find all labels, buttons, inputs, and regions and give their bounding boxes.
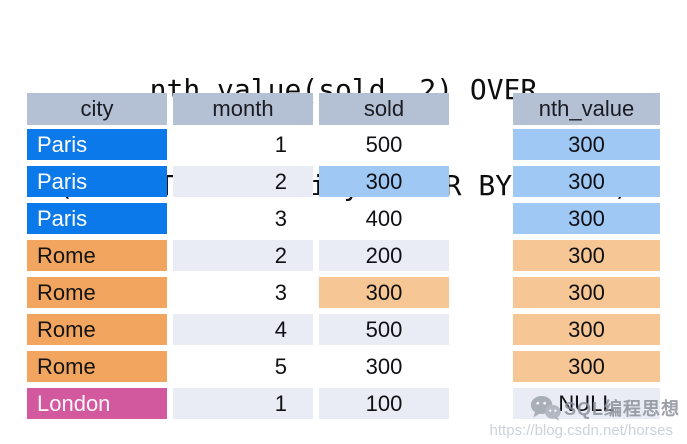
cell-nth-value: 300	[513, 203, 660, 234]
table-row: Rome 5 300 300	[27, 351, 660, 382]
watermark-url: https://blog.csdn.net/horses	[489, 422, 673, 439]
cell-nth-value: 300	[513, 129, 660, 160]
watermark-brand: SQL编程思想	[563, 399, 680, 419]
table-body: Paris 1 500 300 Paris 2 300 300 Paris 3 …	[27, 129, 660, 419]
column-gap	[455, 166, 507, 197]
cell-sold: 500	[319, 314, 449, 345]
column-header-city: city	[27, 93, 167, 125]
cell-nth-value: 300	[513, 314, 660, 345]
wechat-icon	[530, 395, 561, 421]
cell-month: 3	[173, 203, 313, 234]
cell-sold: 300	[319, 277, 449, 308]
column-gap	[455, 129, 507, 160]
column-header-month: month	[173, 93, 313, 125]
cell-city: Rome	[27, 351, 167, 382]
column-gap	[455, 314, 507, 345]
cell-city: Paris	[27, 166, 167, 197]
cell-month: 1	[173, 388, 313, 419]
cell-nth-value: 300	[513, 351, 660, 382]
cell-nth-value: 300	[513, 166, 660, 197]
column-gap	[455, 277, 507, 308]
cell-city: London	[27, 388, 167, 419]
cell-sold: 300	[319, 351, 449, 382]
table-row: London 1 100 NULL	[27, 388, 660, 419]
cell-city: Paris	[27, 129, 167, 160]
cell-city: Rome	[27, 277, 167, 308]
cell-city: Rome	[27, 240, 167, 271]
cell-city: Rome	[27, 314, 167, 345]
column-gap	[455, 93, 507, 125]
table-row: Paris 3 400 300	[27, 203, 660, 234]
data-table: city month sold nth_value Paris 1 500 30…	[27, 93, 660, 425]
column-header-nth-value: nth_value	[513, 93, 660, 125]
cell-sold: 100	[319, 388, 449, 419]
cell-month: 5	[173, 351, 313, 382]
cell-sold: 500	[319, 129, 449, 160]
cell-sold: 300	[319, 166, 449, 197]
table-header-row: city month sold nth_value	[27, 93, 660, 125]
table-row: Paris 2 300 300	[27, 166, 660, 197]
cell-sold: 200	[319, 240, 449, 271]
column-gap	[455, 240, 507, 271]
column-gap	[455, 203, 507, 234]
cell-month: 3	[173, 277, 313, 308]
cell-month: 2	[173, 240, 313, 271]
column-header-sold: sold	[319, 93, 449, 125]
table-row: Rome 3 300 300	[27, 277, 660, 308]
column-gap	[455, 351, 507, 382]
cell-city: Paris	[27, 203, 167, 234]
cell-month: 1	[173, 129, 313, 160]
cell-nth-value: 300	[513, 277, 660, 308]
table-row: Rome 2 200 300	[27, 240, 660, 271]
watermark: SQL编程思想 https://blog.csdn.net/horses	[490, 395, 687, 439]
cell-month: 4	[173, 314, 313, 345]
cell-nth-value: 300	[513, 240, 660, 271]
table-row: Rome 4 500 300	[27, 314, 660, 345]
table-row: Paris 1 500 300	[27, 129, 660, 160]
cell-sold: 400	[319, 203, 449, 234]
cell-month: 2	[173, 166, 313, 197]
